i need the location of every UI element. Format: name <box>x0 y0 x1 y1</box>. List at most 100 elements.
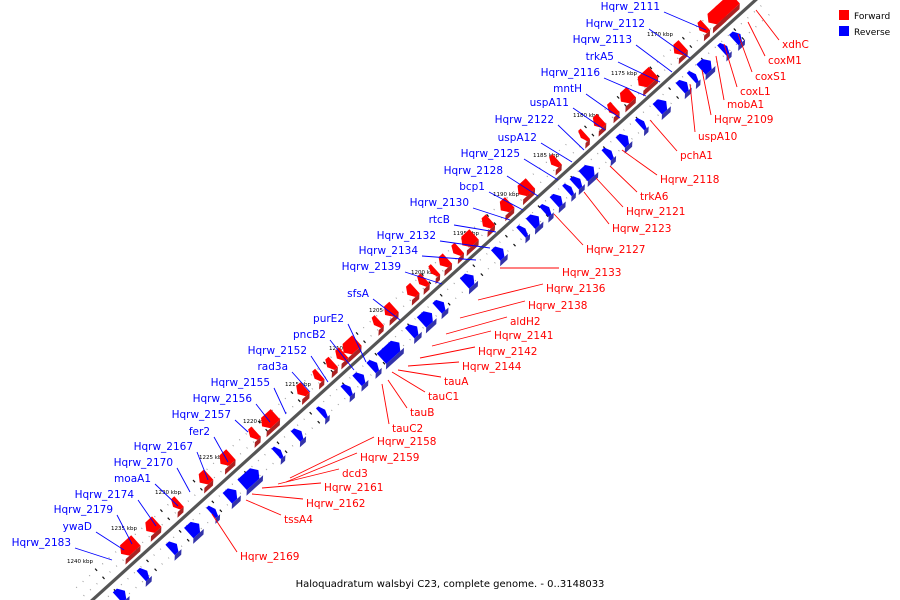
gene-label-hqrw-2133[interactable]: Hqrw_2133 <box>562 267 621 279</box>
gene-label-rtcb[interactable]: rtcB <box>429 214 450 226</box>
gene-label-hqrw-2139[interactable]: Hqrw_2139 <box>342 261 401 273</box>
reverse-gene-block[interactable] <box>613 131 635 154</box>
forward-gene-block[interactable] <box>455 229 482 257</box>
gene-label-hqrw-2174[interactable]: Hqrw_2174 <box>75 489 135 501</box>
reverse-gene-block[interactable] <box>632 116 651 137</box>
reverse-gene-block[interactable] <box>726 29 748 51</box>
gene-label-mnth[interactable]: mntH <box>553 83 582 95</box>
gene-label-pncb2[interactable]: pncB2 <box>293 329 326 341</box>
reverse-gene-block[interactable] <box>402 321 424 345</box>
reverse-gene-block[interactable] <box>414 308 439 334</box>
gene-label-hqrw-2121[interactable]: Hqrw_2121 <box>626 206 685 218</box>
reverse-gene-block[interactable] <box>234 465 265 496</box>
reverse-gene-block[interactable] <box>288 426 309 448</box>
forward-gene-block[interactable] <box>290 382 312 405</box>
gene-label-hqrw-2116[interactable]: Hqrw_2116 <box>541 67 601 79</box>
gene-label-hqrw-2109[interactable]: Hqrw_2109 <box>714 114 773 126</box>
gene-label-hqrw-2183[interactable]: Hqrw_2183 <box>12 537 71 549</box>
gene-label-hqrw-2138[interactable]: Hqrw_2138 <box>528 300 587 312</box>
reverse-gene-block[interactable] <box>650 96 674 120</box>
gene-label-trka6[interactable]: trkA6 <box>640 191 669 203</box>
reverse-gene-block[interactable] <box>374 337 407 370</box>
reverse-gene-block[interactable] <box>599 146 619 167</box>
gene-label-hqrw-2155[interactable]: Hqrw_2155 <box>211 377 270 389</box>
gene-label-dcd3[interactable]: dcd3 <box>342 468 368 480</box>
forward-gene-block[interactable] <box>400 282 422 306</box>
forward-gene-block[interactable] <box>601 101 622 124</box>
gene-label-hqrw-2156[interactable]: Hqrw_2156 <box>193 393 253 405</box>
reverse-gene-block[interactable] <box>547 191 569 214</box>
gene-label-hqrw-2141[interactable]: Hqrw_2141 <box>494 330 553 342</box>
reverse-gene-block[interactable] <box>684 69 703 90</box>
gene-label-tssa4[interactable]: tssA4 <box>284 514 313 526</box>
gene-label-trka5[interactable]: trkA5 <box>586 51 614 63</box>
gene-label-pcha1[interactable]: pchA1 <box>680 150 713 162</box>
forward-gene-block[interactable] <box>113 535 143 565</box>
forward-gene-block[interactable] <box>613 87 638 113</box>
gene-label-bcp1[interactable]: bcp1 <box>459 181 485 193</box>
forward-gene-block[interactable] <box>544 154 565 176</box>
gene-label-coxm1[interactable]: coxM1 <box>768 55 802 67</box>
reverse-gene-block[interactable] <box>181 519 206 544</box>
reverse-gene-block[interactable] <box>673 77 695 100</box>
gene-label-taua[interactable]: tauA <box>444 376 469 388</box>
reverse-gene-block[interactable] <box>576 162 601 188</box>
reverse-gene-block[interactable] <box>203 504 222 524</box>
gene-label-aldh2[interactable]: aldH2 <box>510 316 541 328</box>
gene-label-taub[interactable]: tauB <box>410 407 434 419</box>
gene-label-coxs1[interactable]: coxS1 <box>755 71 786 83</box>
gene-label-sfsa[interactable]: sfsA <box>347 288 370 300</box>
gene-label-uspa11[interactable]: uspA11 <box>530 97 569 109</box>
gene-label-hqrw-2111[interactable]: Hqrw_2111 <box>601 1 660 13</box>
gene-label-hqrw-2170[interactable]: Hqrw_2170 <box>114 457 173 469</box>
forward-gene-block[interactable] <box>493 197 517 222</box>
gene-label-hqrw-2127[interactable]: Hqrw_2127 <box>586 244 645 256</box>
gene-label-hqrw-2136[interactable]: Hqrw_2136 <box>546 283 606 295</box>
gene-label-hqrw-2122[interactable]: Hqrw_2122 <box>495 114 554 126</box>
gene-label-moaa1[interactable]: moaA1 <box>114 473 151 485</box>
reverse-gene-block[interactable] <box>363 358 384 379</box>
gene-label-hqrw-2134[interactable]: Hqrw_2134 <box>359 245 419 257</box>
gene-label-tauc1[interactable]: tauC1 <box>428 391 459 403</box>
gene-label-hqrw-2162[interactable]: Hqrw_2162 <box>306 498 365 510</box>
forward-gene-block[interactable] <box>336 335 364 364</box>
reverse-gene-block[interactable] <box>110 586 132 600</box>
gene-label-ywad[interactable]: ywaD <box>63 521 92 533</box>
reverse-gene-block[interactable] <box>488 244 510 267</box>
reverse-gene-block[interactable] <box>429 297 451 320</box>
forward-gene-block[interactable] <box>692 19 713 42</box>
reverse-gene-block[interactable] <box>523 211 546 235</box>
gene-label-hqrw-2167[interactable]: Hqrw_2167 <box>134 441 193 453</box>
reverse-gene-block[interactable] <box>559 182 578 202</box>
gene-label-hqrw-2179[interactable]: Hqrw_2179 <box>54 504 113 516</box>
gene-label-hqrw-2144[interactable]: Hqrw_2144 <box>462 361 522 373</box>
gene-label-hqrw-2112[interactable]: Hqrw_2112 <box>586 18 645 30</box>
forward-gene-block[interactable] <box>701 5 729 34</box>
forward-gene-block[interactable] <box>423 264 442 285</box>
gene-label-hqrw-2161[interactable]: Hqrw_2161 <box>324 482 383 494</box>
forward-gene-block[interactable] <box>432 253 454 277</box>
gene-label-hqrw-2157[interactable]: Hqrw_2157 <box>172 409 231 421</box>
gene-label-hqrw-2169[interactable]: Hqrw_2169 <box>240 551 299 563</box>
forward-gene-block[interactable] <box>631 66 661 97</box>
forward-gene-block[interactable] <box>667 40 691 65</box>
gene-label-coxl1[interactable]: coxL1 <box>740 86 771 98</box>
reverse-gene-block[interactable] <box>457 270 481 295</box>
gene-label-uspa10[interactable]: uspA10 <box>698 131 737 143</box>
gene-label-hqrw-2125[interactable]: Hqrw_2125 <box>461 148 520 160</box>
forward-gene-block[interactable] <box>254 409 282 438</box>
reverse-gene-block[interactable] <box>313 405 332 425</box>
forward-gene-block[interactable] <box>573 128 592 149</box>
forward-gene-block[interactable] <box>320 356 341 379</box>
gene-label-hqrw-2113[interactable]: Hqrw_2113 <box>573 34 632 46</box>
gene-label-hqrw-2159[interactable]: Hqrw_2159 <box>360 452 419 464</box>
gene-label-rad3a[interactable]: rad3a <box>257 361 288 373</box>
reverse-gene-block[interactable] <box>567 174 588 196</box>
gene-label-hqrw-2158[interactable]: Hqrw_2158 <box>377 436 436 448</box>
gene-label-hqrw-2132[interactable]: Hqrw_2132 <box>377 230 436 242</box>
reverse-gene-block[interactable] <box>269 445 288 465</box>
reverse-gene-block[interactable] <box>349 370 371 392</box>
gene-label-uspa12[interactable]: uspA12 <box>498 132 537 144</box>
forward-gene-block[interactable] <box>192 469 216 494</box>
gene-label-fer2[interactable]: fer2 <box>189 426 210 438</box>
